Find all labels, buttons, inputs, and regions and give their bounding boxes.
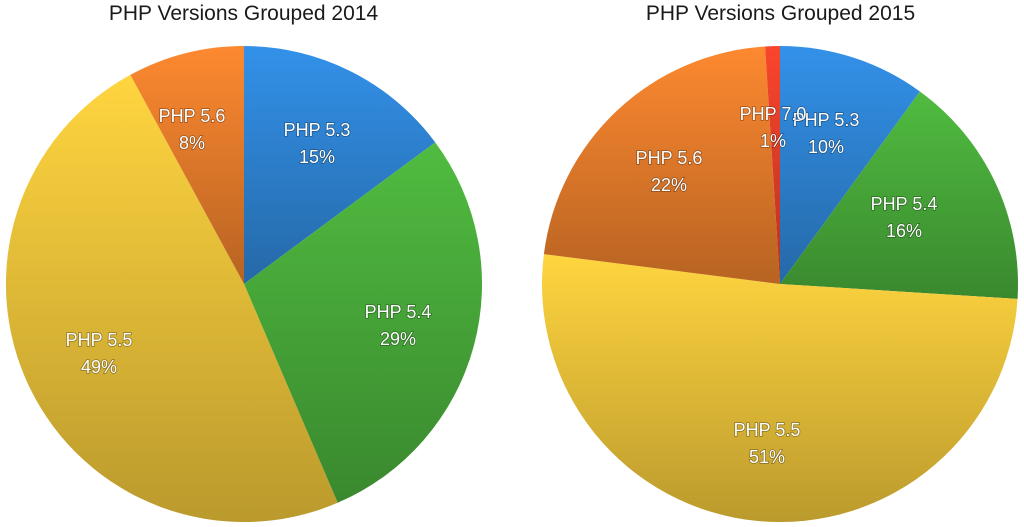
slice-value-php-7-0: 1% [760, 131, 786, 151]
pie-slice-php-5-6 [130, 46, 244, 284]
slice-label-php-5-5: PHP 5.5 [734, 420, 801, 440]
slice-label-php-5-6: PHP 5.6 [636, 148, 703, 168]
pie-chart-2015: PHP Versions Grouped 2015 PHP 5.3 10% PHP … [537, 0, 1024, 527]
slice-value-php-5-4: 29% [380, 329, 416, 349]
slice-value-php-5-3: 10% [808, 137, 844, 157]
slice-value-php-5-5: 49% [81, 357, 117, 377]
slice-value-php-5-4: 16% [886, 221, 922, 241]
pie-svg-2014: PHP 5.3 15% PHP 5.4 29% PHP 5.5 49% PHP 5.6 8% [5, 46, 482, 523]
pie-slice-php-5-4 [244, 142, 482, 503]
pie-slice-php-7-0 [765, 46, 780, 284]
pie-slice-php-5-3 [244, 46, 436, 284]
slice-label-php-5-4: PHP 5.4 [365, 302, 432, 322]
slice-value-php-5-6: 22% [651, 175, 687, 195]
chart-title: PHP Versions Grouped 2014 [108, 2, 379, 25]
slice-label-php-5-3: PHP 5.3 [793, 110, 860, 130]
slice-label-php-5-3: PHP 5.3 [284, 120, 351, 140]
pie-slice-php-5-4 [780, 91, 1018, 299]
pie-slice-php-5-5 [541, 254, 1018, 523]
slice-label-php-5-4: PHP 5.4 [871, 194, 938, 214]
slice-label-php-7-0: PHP 7.0 [740, 104, 807, 124]
slice-label-php-5-5: PHP 5.5 [66, 330, 133, 350]
pie-slice-php-5-3 [780, 46, 920, 284]
chart-title: PHP Versions Grouped 2015 [645, 2, 916, 25]
slice-value-php-5-5: 51% [749, 447, 785, 467]
slice-label-php-5-6: PHP 5.6 [159, 106, 226, 126]
slice-value-php-5-6: 8% [179, 133, 205, 153]
pie-slice-php-5-6 [543, 46, 780, 284]
pie-slice-php-5-5 [5, 74, 338, 523]
slice-value-php-5-3: 15% [299, 147, 335, 167]
pie-chart-2014: PHP Versions Grouped 2014 PHP 5.3 15% PHP … [0, 0, 487, 527]
pie-svg-2015: PHP 5.3 10% PHP 5.4 16% PHP 5.5 51% PHP 5.6 22%… [541, 46, 1018, 523]
